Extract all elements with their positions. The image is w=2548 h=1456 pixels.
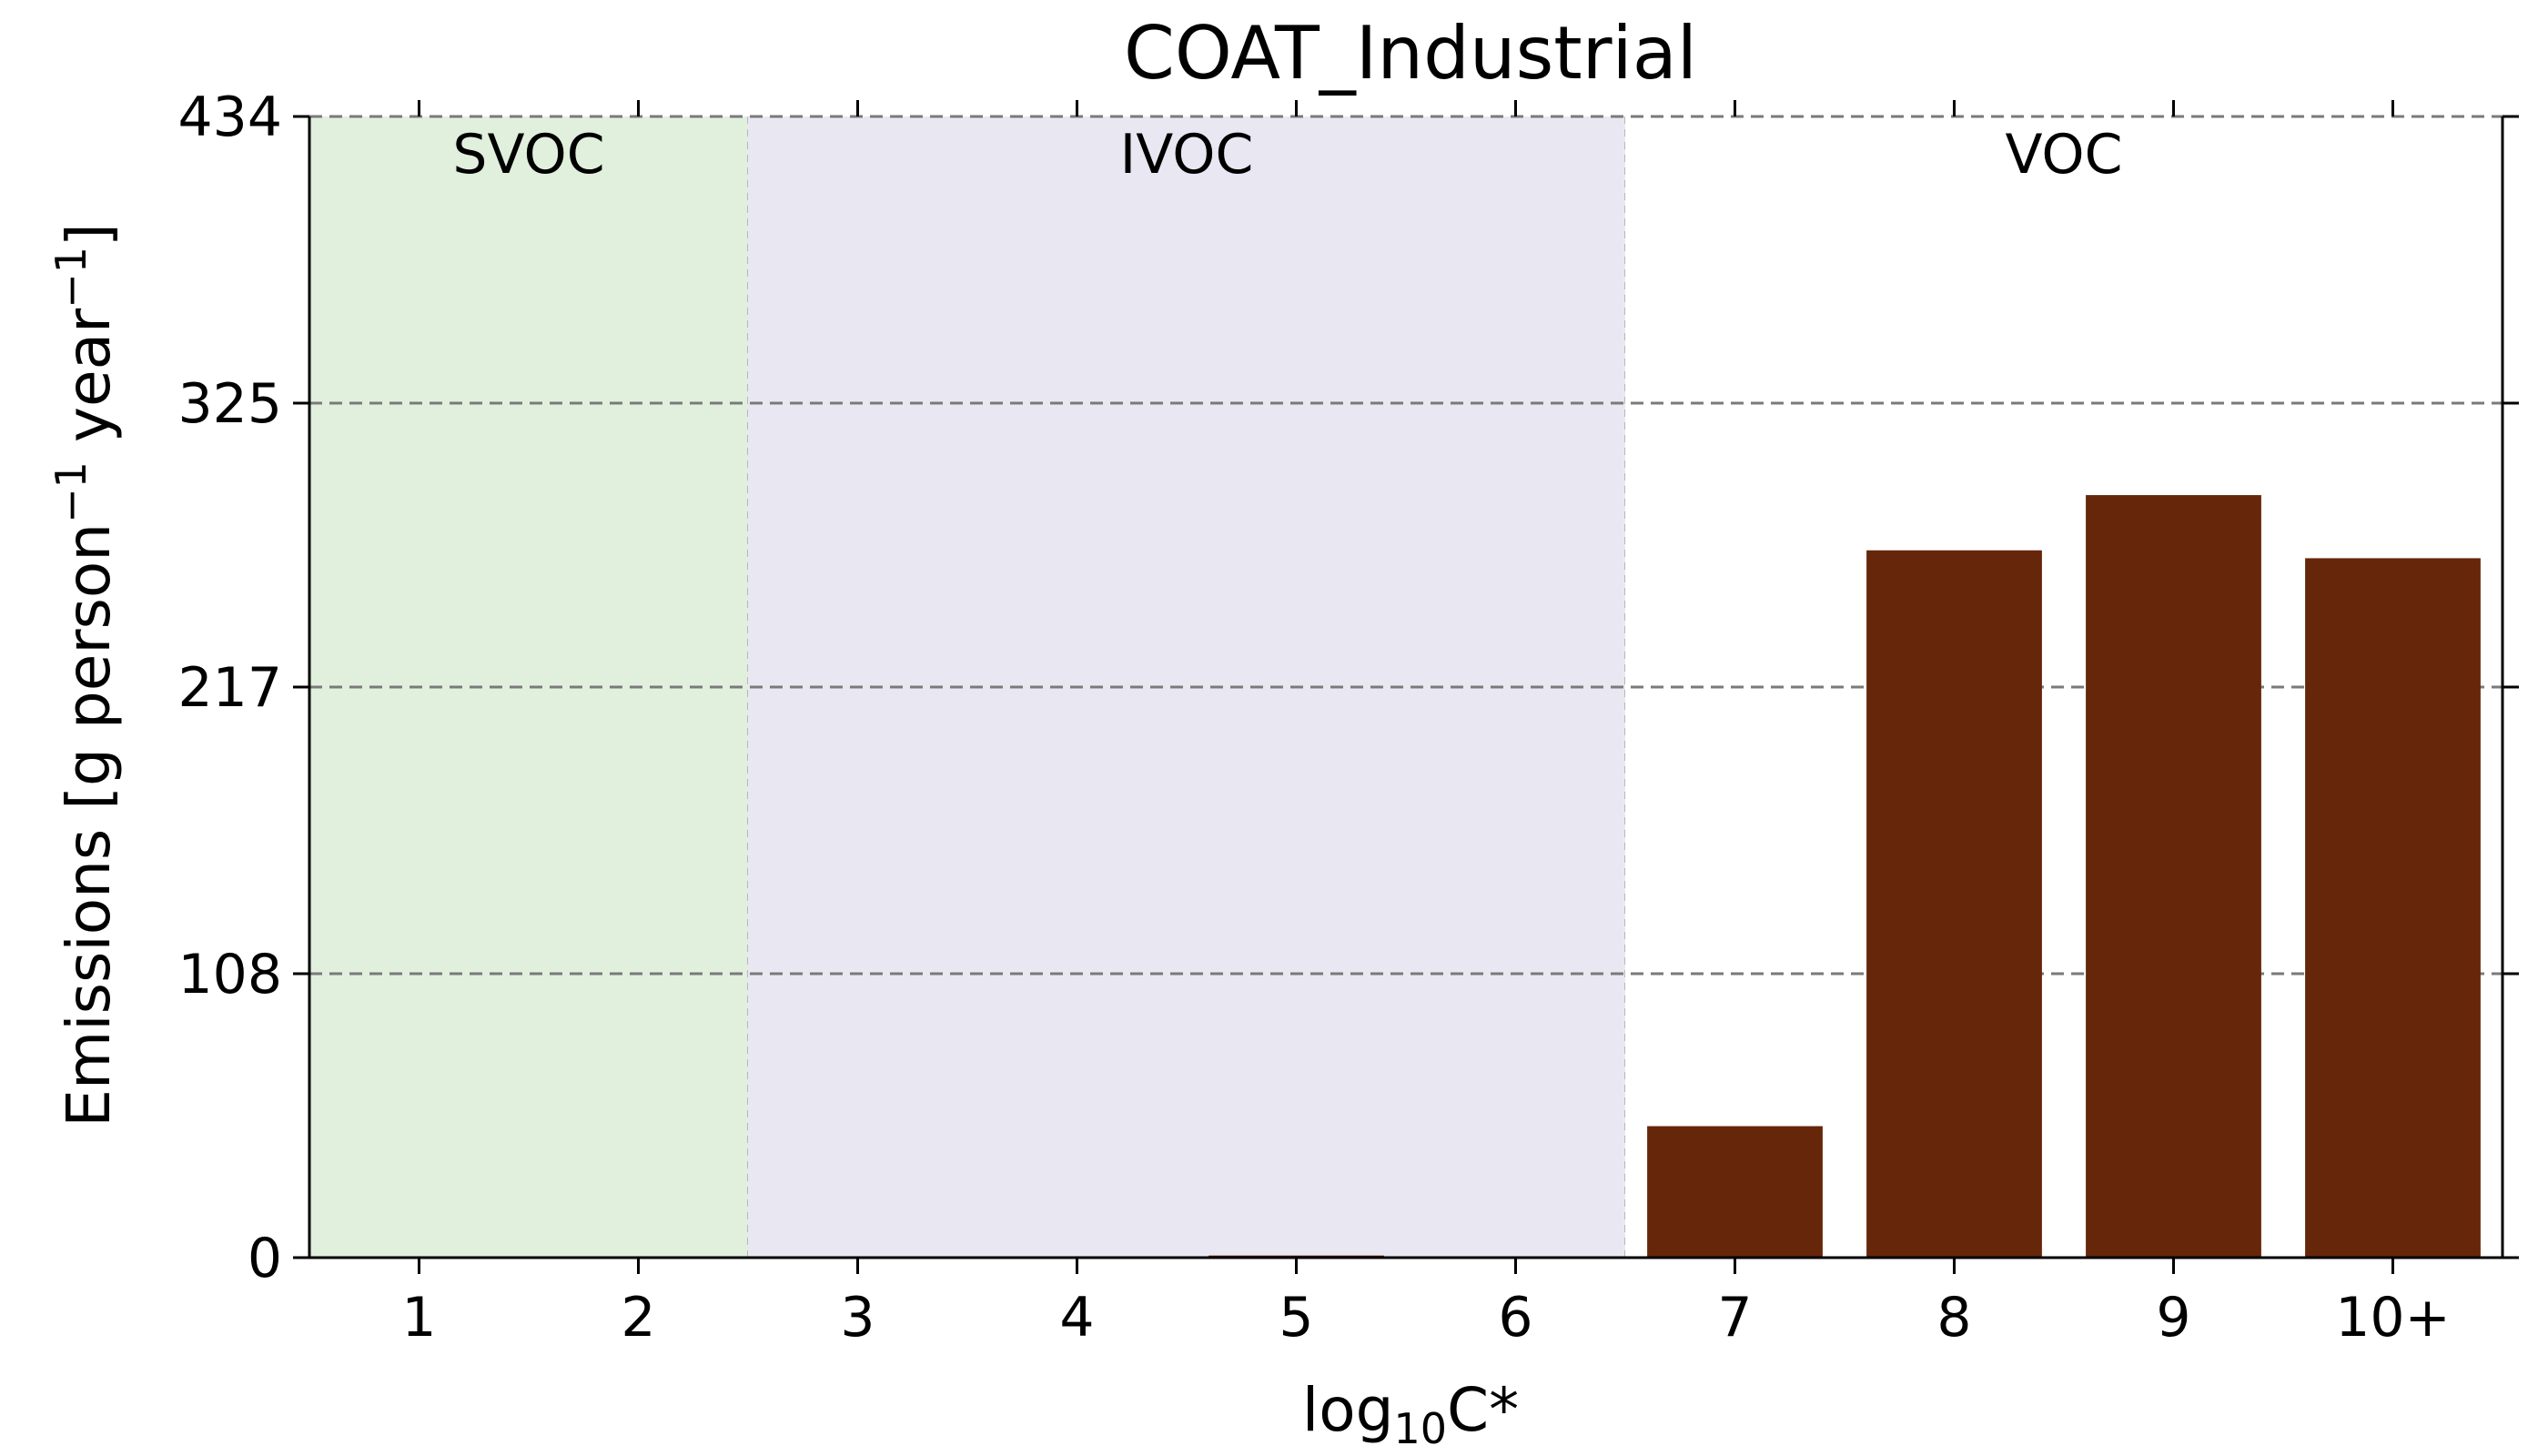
- y-tick-label: 325: [177, 372, 282, 436]
- bar-8: [1866, 550, 2042, 1258]
- region-label-ivoc: IVOC: [1120, 123, 1254, 187]
- y-tick-label: 108: [177, 943, 282, 1006]
- region-label-voc: VOC: [2005, 123, 2122, 187]
- bar-9: [2086, 495, 2261, 1258]
- bar-7: [1647, 1126, 1823, 1258]
- x-tick-label: 10+: [2335, 1286, 2451, 1350]
- x-tick-label: 2: [621, 1286, 655, 1350]
- x-tick-label: 9: [2156, 1286, 2190, 1350]
- x-tick-label: 1: [401, 1286, 436, 1350]
- x-tick-label: 7: [1717, 1286, 1752, 1350]
- y-tick-label: 0: [248, 1227, 282, 1290]
- x-tick-label: 8: [1936, 1286, 1971, 1350]
- chart-title: COAT_Industrial: [1124, 11, 1697, 96]
- region-label-svoc: SVOC: [452, 123, 604, 187]
- x-tick-label: 4: [1059, 1286, 1094, 1350]
- y-tick-label: 434: [177, 86, 282, 149]
- x-tick-label: 3: [840, 1286, 875, 1350]
- y-tick-label: 217: [177, 656, 282, 720]
- x-axis-label: log10C*: [1302, 1375, 1519, 1453]
- y-axis-label: Emissions [g person−1 year−1]: [46, 223, 124, 1127]
- bar-10+: [2305, 558, 2481, 1258]
- x-tick-label: 5: [1279, 1286, 1313, 1350]
- x-tick-label: 6: [1498, 1286, 1532, 1350]
